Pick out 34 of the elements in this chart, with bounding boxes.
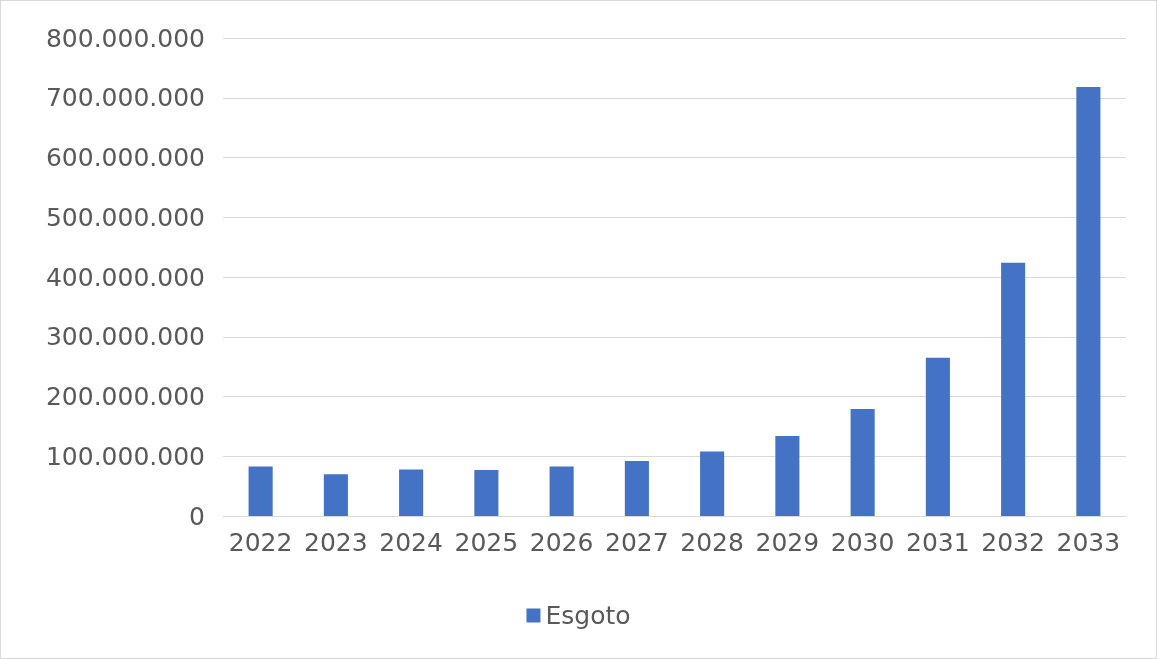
- y-tick-label: 600.000.000: [45, 143, 205, 172]
- bar: [549, 466, 574, 516]
- bar: [1076, 87, 1101, 516]
- bar: [399, 469, 424, 516]
- x-tick-label: 2025: [454, 528, 519, 557]
- bar: [700, 451, 725, 516]
- x-tick-label: 2027: [605, 528, 669, 557]
- bar: [323, 474, 348, 516]
- bar: [1001, 262, 1026, 516]
- bar: [248, 466, 273, 516]
- y-tick-label: 400.000.000: [45, 262, 205, 292]
- y-tick-label: 700.000.000: [45, 83, 205, 113]
- legend-label: Esgoto: [545, 601, 631, 630]
- x-tick-label: 2030: [830, 528, 895, 557]
- y-tick-label: 500.000.000: [45, 202, 205, 232]
- bar: [850, 409, 875, 516]
- x-tick-label: 2024: [379, 528, 443, 557]
- x-tick-label: 2032: [981, 528, 1045, 557]
- bar: [925, 357, 950, 516]
- y-tick-label: 200.000.000: [45, 382, 205, 411]
- x-tick-label: 2031: [906, 528, 970, 557]
- x-tick-label: 2022: [228, 528, 293, 557]
- x-tick-label: 2028: [680, 528, 744, 557]
- bar: [474, 469, 499, 516]
- y-tick-label: 800.000.000: [45, 23, 205, 53]
- x-tick-label: 2023: [304, 528, 368, 557]
- y-tick-label: 0: [189, 501, 205, 531]
- x-tick-label: 2029: [755, 528, 820, 557]
- bar: [624, 461, 649, 516]
- y-tick-label: 300.000.000: [45, 322, 205, 352]
- x-tick-label: 2026: [529, 528, 594, 557]
- x-tick-label: 2033: [1056, 528, 1121, 557]
- bar: [775, 435, 800, 516]
- y-tick-label: 100.000.000: [45, 441, 205, 471]
